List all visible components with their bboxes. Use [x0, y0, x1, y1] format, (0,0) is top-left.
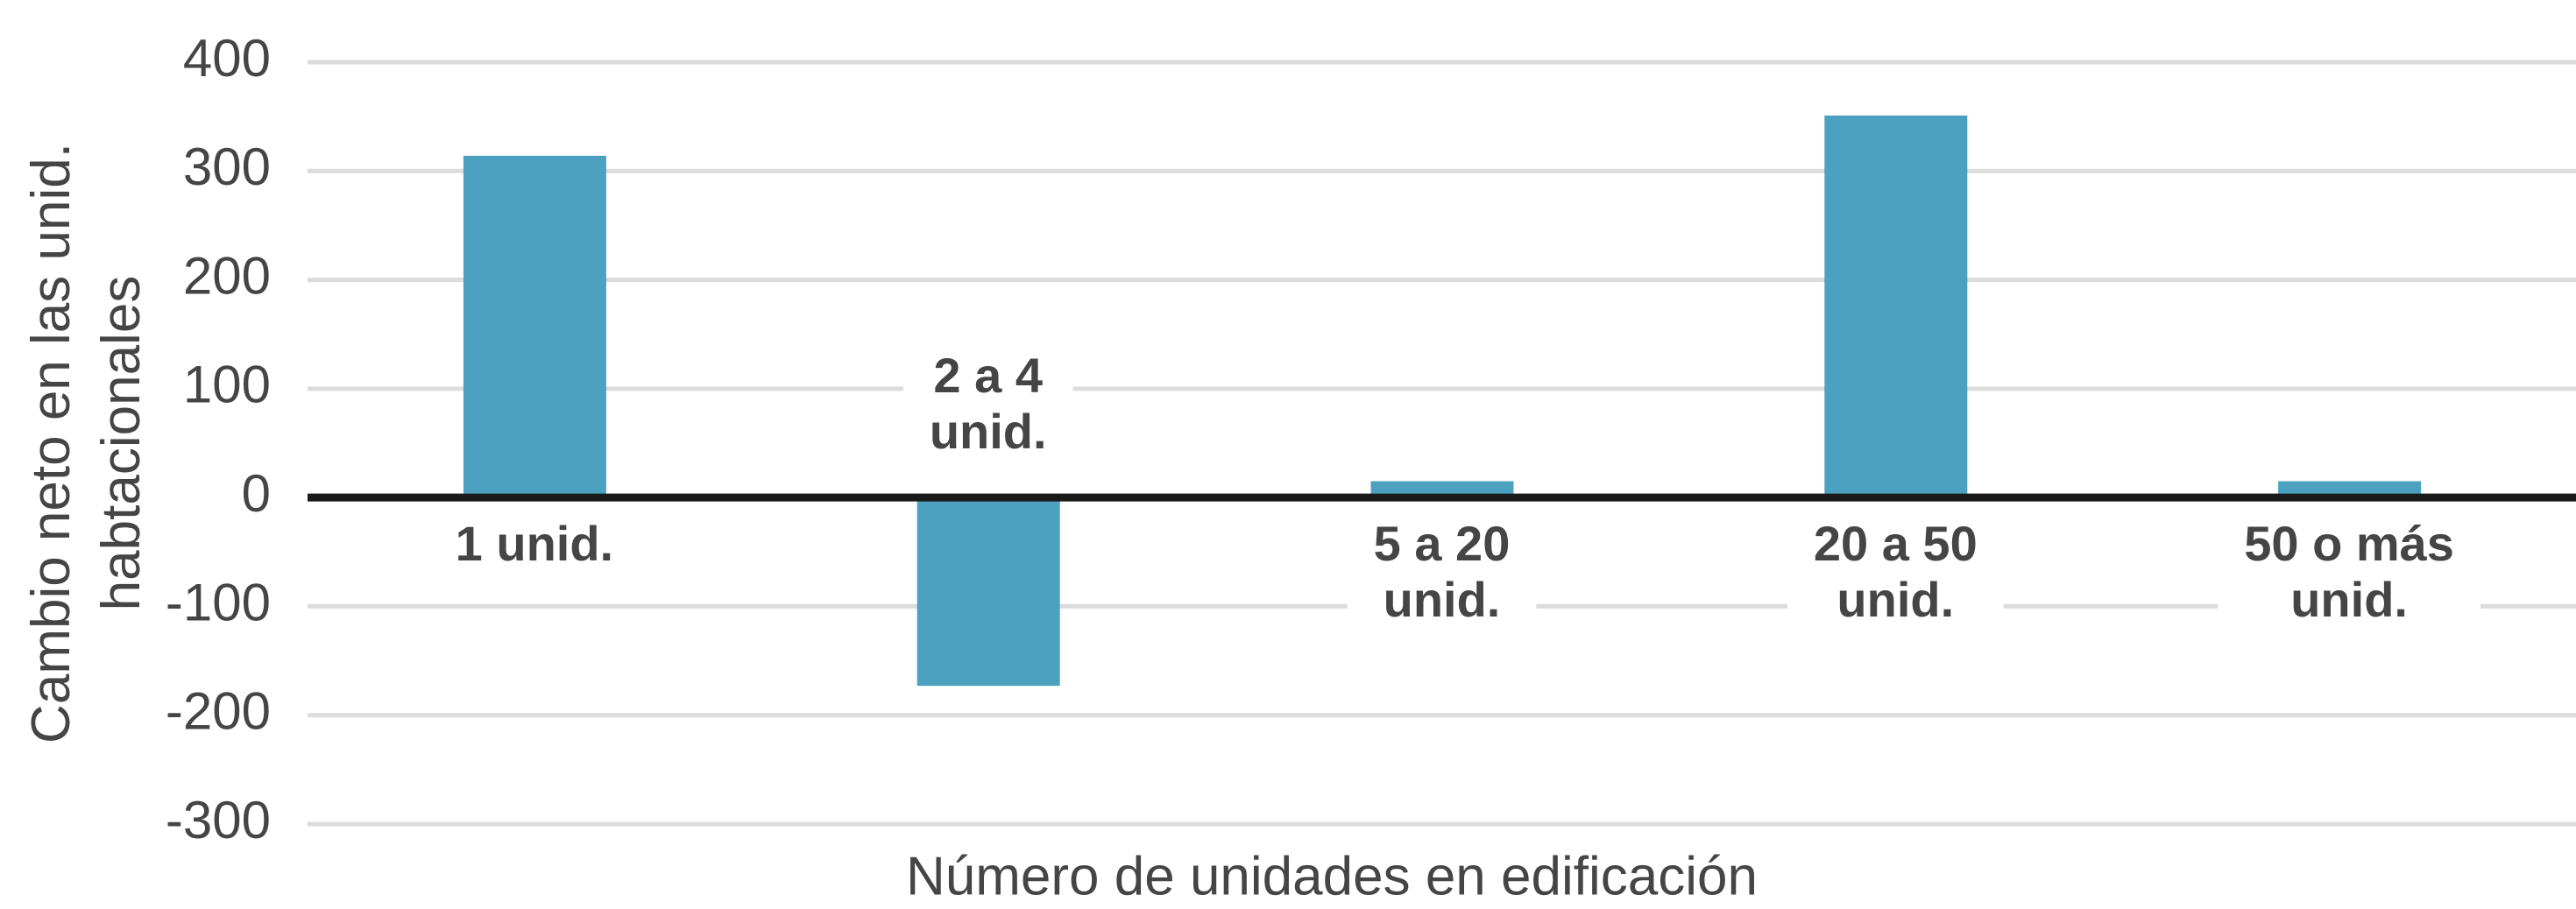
y-tick-label: 0: [242, 464, 271, 523]
bar: [916, 497, 1060, 687]
y-tick-label: 200: [183, 246, 271, 305]
label-background: [1787, 511, 2004, 631]
y-tick-label: -200: [166, 682, 271, 741]
y-tick-label: 100: [183, 356, 271, 414]
category-labels: 1 unid. 2 a 4 unid. 5 a 20 unid. 20 a 50 unid.…: [428, 343, 2480, 631]
y-tick-label: -300: [166, 791, 271, 849]
label-background: [902, 343, 1073, 462]
x-tick-label: 20 a 50 unid.: [1814, 516, 1978, 627]
x-tick-label: 1 unid.: [456, 516, 613, 571]
label-background: [1347, 511, 1537, 631]
y-tick-label: 400: [183, 29, 271, 88]
label-background: [2218, 511, 2480, 631]
bar: [2278, 481, 2422, 498]
y-tick-label: 300: [183, 137, 271, 196]
x-tick-label: 50 o más unid.: [2244, 516, 2454, 627]
bar: [1824, 115, 1968, 498]
y-axis-title: Cambio neto en las unid. habtacionales: [21, 143, 152, 743]
bar: [463, 155, 606, 498]
y-tick-label: -100: [166, 573, 271, 631]
x-tick-label: 2 a 4 unid.: [930, 348, 1047, 459]
x-tick-label: 5 a 20 unid.: [1374, 516, 1511, 627]
label-background: [428, 511, 640, 574]
bar: [1370, 481, 1514, 498]
x-axis-title: Número de unidades en edificación: [906, 846, 1758, 905]
